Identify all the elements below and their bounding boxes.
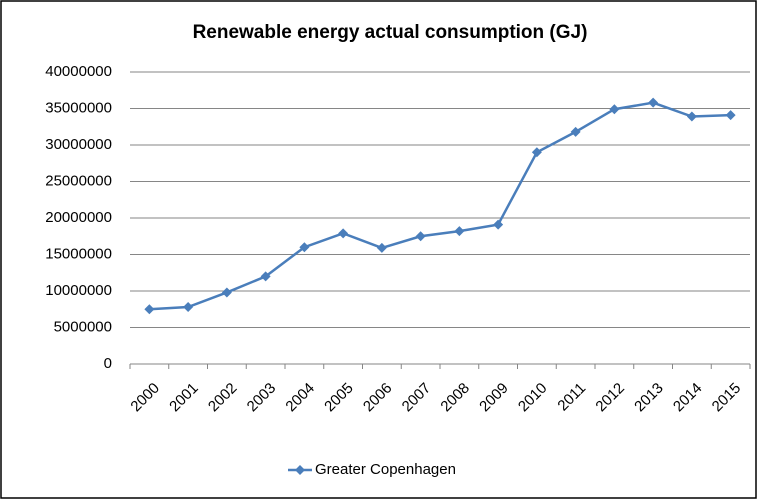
y-tick-label: 0 [104,355,112,372]
marker [493,219,504,230]
y-tick-label: 40000000 [45,63,112,80]
marker [531,147,542,158]
marker [415,231,426,242]
y-tick-label: 35000000 [45,99,112,116]
marker [376,242,387,253]
chart-title: Renewable energy actual consumption (GJ) [193,22,588,43]
marker [648,97,659,108]
marker [454,226,465,237]
y-tick-label: 20000000 [45,209,112,226]
legend-marker [295,465,305,475]
marker [609,104,620,115]
y-tick-label: 25000000 [45,172,112,189]
marker [725,110,736,121]
marker [570,126,581,137]
y-tick-label: 10000000 [45,282,112,299]
y-tick-label: 5000000 [54,318,112,335]
legend-label: Greater Copenhagen [315,461,456,478]
line [149,101,731,311]
marker [299,242,310,253]
marker [221,287,232,298]
y-tick-label: 30000000 [45,136,112,153]
marker [260,271,271,282]
marker [686,111,697,122]
marker [144,304,155,315]
y-tick-label: 15000000 [45,245,112,262]
marker [183,302,194,313]
marker [338,228,349,239]
